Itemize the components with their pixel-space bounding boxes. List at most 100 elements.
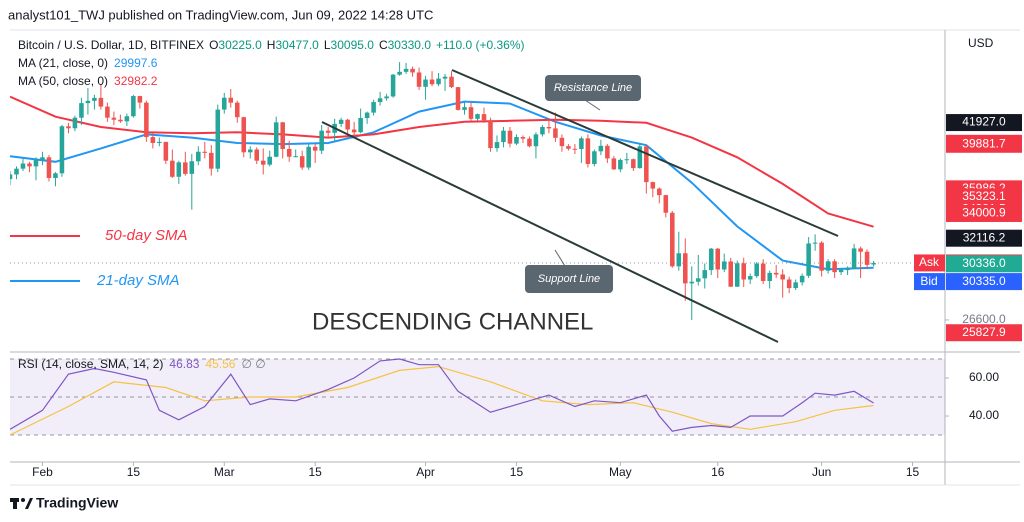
candle-body — [670, 212, 675, 267]
candle-body — [806, 243, 811, 276]
candle-body — [566, 146, 571, 149]
candle-body — [14, 168, 19, 175]
ohlc-key: C — [379, 38, 388, 52]
candle-body — [786, 279, 792, 289]
candle-body — [280, 122, 285, 149]
price-pane — [10, 62, 945, 320]
price-tag-label: 25827.9 — [962, 325, 1006, 339]
ohlc-value: 30225.0 — [218, 38, 262, 52]
x-tick-label: 15 — [906, 465, 920, 479]
candle-body — [721, 261, 727, 270]
candle-body — [293, 156, 298, 158]
candle-body — [40, 157, 45, 160]
candle-body — [358, 118, 363, 133]
candle-body — [98, 97, 104, 107]
candle-body — [202, 151, 208, 153]
candle-body — [501, 130, 506, 143]
candle-body — [611, 158, 617, 170]
price-tag — [946, 273, 1022, 291]
ma-legend: MA (21, close, 0) 29997.6 — [18, 56, 158, 70]
candle-body — [858, 248, 863, 252]
candle-body — [793, 282, 798, 289]
x-tick-label: Jun — [812, 465, 831, 479]
candle-body — [488, 120, 493, 149]
candle-body — [215, 109, 221, 169]
callout-box — [545, 75, 641, 101]
rsi-symbols: ∅ ∅ — [241, 357, 265, 371]
candle-body — [416, 72, 422, 87]
candle-body — [760, 263, 766, 281]
candle-body — [403, 68, 409, 72]
candle-body — [183, 162, 188, 174]
candle-body — [254, 149, 260, 161]
rsi-line — [10, 365, 874, 436]
x-tick-label: Mar — [214, 465, 235, 479]
candle-body — [325, 130, 331, 133]
candle-body — [507, 130, 513, 144]
resistance-line — [451, 69, 839, 237]
candle-body — [767, 272, 772, 281]
candle-body — [209, 152, 214, 169]
ohlc-value: 30477.0 — [275, 38, 319, 52]
publisher-header: analyst101_TWJ published on TradingView.… — [8, 7, 433, 22]
candle-body — [338, 119, 344, 124]
price-tag — [946, 229, 1022, 247]
candle-body — [559, 137, 565, 147]
change-value: +110.0 (+0.36%) — [436, 38, 525, 52]
candle-body — [754, 263, 759, 277]
x-tick-label: Apr — [416, 465, 435, 479]
candle-body — [85, 100, 91, 104]
candle-body — [79, 103, 84, 118]
candle-body — [631, 159, 636, 169]
rsi-title: RSI (14, close, SMA, 14, 2) — [18, 357, 163, 371]
candle-body — [228, 97, 234, 103]
candle-body — [605, 145, 610, 159]
candle-body — [520, 137, 526, 139]
candle-body — [644, 146, 649, 183]
candle-body — [27, 163, 32, 167]
candle-body — [273, 122, 279, 157]
candle-body — [221, 97, 227, 110]
candle-body — [306, 146, 311, 168]
price-tag-label: 41927.0 — [962, 115, 1006, 129]
callout-box — [525, 265, 613, 293]
ma-value: 29997.6 — [114, 56, 158, 70]
candle-body — [163, 141, 169, 161]
x-tick-label: May — [609, 465, 632, 479]
logo: TradingView — [10, 495, 118, 511]
symbol-title: Bitcoin / U.S. Dollar, 1D, BITFINEX — [18, 38, 204, 52]
candle-body — [384, 96, 389, 99]
candle-body — [423, 79, 428, 87]
rsi-legend: RSI (14, close, SMA, 14, 2) 46.83 45.56 ∅ ∅ — [18, 357, 266, 371]
price-tag — [946, 324, 1022, 342]
candle-body — [819, 242, 824, 271]
price-tag-label: 39881.7 — [962, 136, 1006, 150]
candle-body — [144, 102, 149, 138]
ohlc-key: O — [209, 38, 218, 52]
candle-body — [663, 195, 669, 213]
quote-side-label: Ask — [919, 255, 940, 269]
logo-mark — [21, 498, 25, 502]
candle-body — [286, 148, 292, 157]
candle-body — [832, 261, 837, 273]
candle-body — [702, 270, 708, 279]
price-tag — [946, 135, 1022, 153]
logo-mark — [25, 498, 33, 509]
rsi-line — [10, 358, 874, 432]
rsi-value: 46.83 — [169, 357, 199, 371]
candle-body — [176, 162, 182, 177]
candle-body — [650, 182, 656, 189]
ma-name: MA (21, close, 0) — [18, 56, 108, 70]
candle-body — [540, 127, 545, 135]
price-tag — [946, 114, 1022, 132]
rsi-value: 45.56 — [205, 357, 235, 371]
candle-body — [196, 151, 201, 162]
candle-body — [124, 116, 130, 122]
moving-average — [10, 95, 874, 228]
candle-body — [585, 138, 591, 164]
candle-body — [59, 126, 65, 174]
candle-body — [241, 117, 247, 153]
candle-body — [637, 146, 643, 169]
candle-body — [598, 145, 604, 152]
candle-body — [33, 159, 39, 167]
